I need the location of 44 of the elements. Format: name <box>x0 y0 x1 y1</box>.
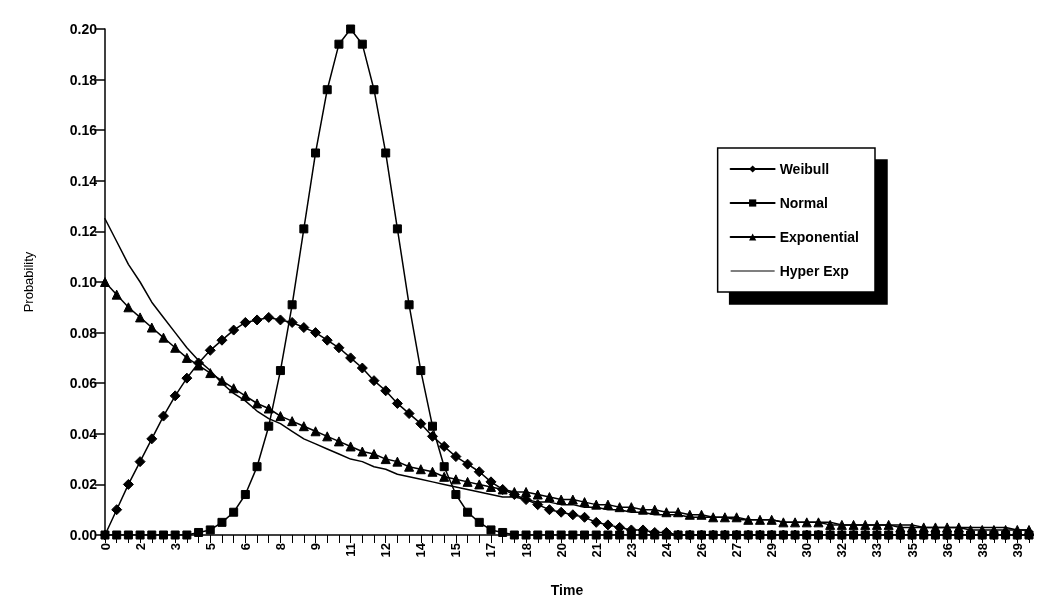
x-tick-label: 20 <box>553 543 569 558</box>
x-tick-label: 35 <box>904 543 920 558</box>
x-tick-label: 32 <box>834 543 850 558</box>
y-tick-label: 0.12 <box>69 223 98 240</box>
y-tick-label: 0.02 <box>69 476 98 493</box>
x-tick-label: 27 <box>729 543 745 558</box>
x-tick-label: 23 <box>623 543 639 558</box>
x-tick-label: 21 <box>588 543 604 558</box>
x-tick-label: 24 <box>658 542 674 558</box>
x-tick-label: 17 <box>483 543 499 558</box>
x-tick-label: 5 <box>202 543 218 551</box>
x-tick-label: 3 <box>167 543 183 551</box>
y-tick-label: 0.20 <box>69 21 98 37</box>
x-tick-label: 9 <box>308 543 324 551</box>
x-tick-label: 15 <box>448 543 464 558</box>
y-tick-label: 0.14 <box>69 172 98 189</box>
x-tick-label: 11 <box>343 543 359 557</box>
legend-label: Weibull <box>779 161 830 177</box>
x-tick-label: 38 <box>974 543 990 558</box>
x-tick-label: 12 <box>378 543 394 558</box>
y-tick-label: 0.06 <box>69 375 98 392</box>
y-tick-label: 0.08 <box>69 324 98 341</box>
x-tick-label: 36 <box>939 543 955 558</box>
x-tick-label: 26 <box>694 543 710 558</box>
legend-label: Normal <box>779 195 828 211</box>
y-tick-label: 0.16 <box>69 122 98 139</box>
x-tick-label: 8 <box>272 543 288 551</box>
x-tick-label: 14 <box>413 542 429 558</box>
y-tick-label: 0.04 <box>69 425 98 442</box>
x-tick-label: 0 <box>97 543 113 551</box>
x-tick-label: 18 <box>518 543 534 558</box>
x-tick-label: 29 <box>764 543 780 558</box>
x-tick-label: 6 <box>237 543 253 551</box>
x-tick-label: 30 <box>799 543 815 558</box>
y-axis-title: Probability <box>21 251 36 313</box>
legend-label: Exponential <box>779 229 860 245</box>
y-tick-label: 0.00 <box>69 527 98 543</box>
x-axis-title: Time <box>550 582 584 598</box>
x-tick-label: 39 <box>1009 543 1025 558</box>
y-tick-label: 0.10 <box>69 274 98 290</box>
legend-label: Hyper Exp <box>779 263 849 279</box>
x-tick-label: 2 <box>132 543 148 551</box>
x-tick-label: 33 <box>869 543 885 558</box>
y-tick-label: 0.18 <box>69 71 98 88</box>
